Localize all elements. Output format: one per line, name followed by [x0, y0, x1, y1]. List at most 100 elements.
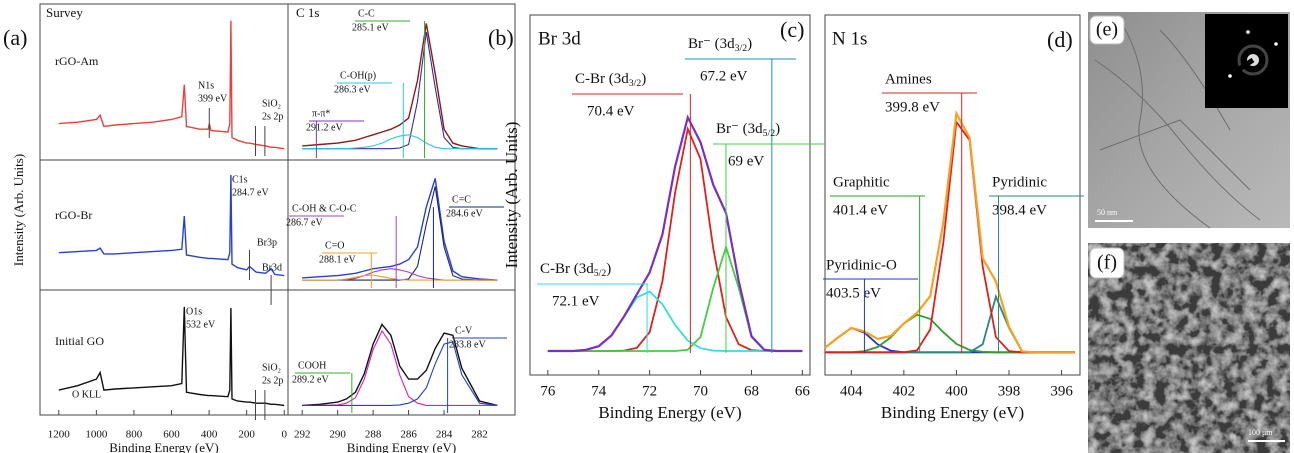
annotation-value: 401.4 eV — [833, 202, 888, 218]
x-tick-label: 404 — [840, 383, 863, 399]
annotation: COOH — [298, 360, 326, 371]
annotation-subscript: 5/2 — [763, 128, 776, 139]
annotation-subscript: 3/2 — [735, 43, 748, 54]
annotation-subscript: 5/2 — [594, 268, 607, 279]
diffraction-inset — [1205, 14, 1288, 108]
annotation-value: 286.3 eV — [334, 84, 371, 95]
annotation-value: 399.8 eV — [885, 99, 940, 115]
spectrum-line — [824, 109, 1075, 354]
panel-label-box — [1089, 247, 1125, 279]
annotation: Br3p — [257, 237, 277, 248]
x-tick-label: 400 — [945, 383, 968, 399]
panel-label: (e) — [1096, 19, 1118, 41]
image-wrinkles — [1094, 19, 1261, 229]
x-tick-label: 1000 — [85, 429, 108, 441]
annotation: C-V — [455, 325, 473, 336]
annotation: Br3d — [262, 262, 282, 273]
x-axis-label: Binding Energy (eV) — [109, 440, 219, 453]
x-tick-label: 66 — [795, 383, 811, 399]
annotation-value: 2s 2p — [262, 375, 283, 386]
plot-frame — [824, 14, 1081, 376]
spectrum-line — [825, 313, 1075, 354]
spectrum-line — [302, 268, 498, 281]
spectrum-line — [302, 323, 498, 407]
spectrum-line — [547, 114, 803, 353]
x-tick-label: 290 — [329, 429, 346, 441]
annotation-value: 399 eV — [198, 93, 228, 104]
annotation: O1s — [186, 306, 202, 317]
annotation-value: 532 eV — [186, 319, 216, 330]
annotation: Br⁻ (3d3/2) — [688, 36, 752, 54]
panel-label: (c) — [780, 17, 804, 42]
annotation-value: 289.2 eV — [292, 374, 329, 385]
diffraction-spot — [1228, 74, 1232, 78]
panel-label: (b) — [488, 25, 514, 50]
annotation: O KLL — [72, 389, 101, 400]
subplot-label: rGO-Br — [55, 208, 92, 222]
spectrum-line — [58, 20, 285, 150]
annotation: C-OH & C-O-C — [292, 203, 357, 214]
diffraction-spot — [1274, 42, 1278, 46]
x-tick-label: 402 — [893, 383, 916, 399]
annotation-text: Br⁻ (3d — [716, 121, 763, 137]
scale-bar-label: 50 nm — [1097, 208, 1118, 217]
annotation-text: Br⁻ (3d — [688, 36, 735, 52]
annotation-value: 2s 2p — [262, 111, 283, 122]
annotation: SiO₂ — [262, 98, 281, 109]
x-tick-label: 288 — [365, 429, 382, 441]
plot-frame — [529, 14, 811, 376]
annotation-value: 403.5 eV — [826, 285, 881, 301]
spectrum-line — [302, 329, 498, 406]
x-tick-label: 398 — [998, 383, 1021, 399]
x-tick-label: 76 — [540, 383, 556, 399]
subplot-label: rGO-Am — [55, 54, 99, 68]
x-tick-label: 292 — [294, 429, 311, 441]
y-axis-label: Intensity (Arb. Units) — [502, 122, 521, 269]
panel-title: Survey — [46, 5, 83, 20]
annotation-value: 286.7 eV — [286, 217, 323, 228]
annotation-value: 72.1 eV — [552, 293, 600, 309]
panel-title: Br 3d — [538, 28, 581, 49]
x-tick-label: 0 — [281, 429, 287, 441]
annotation-value: 284.7 eV — [232, 187, 269, 198]
annotation-subscript: 3/2 — [629, 78, 642, 89]
y-axis-label: Intensity (Arb. Units) — [11, 154, 26, 266]
spectrum-line — [825, 293, 1075, 354]
x-axis-label: Binding Energy (eV) — [347, 440, 457, 453]
x-tick-label: 800 — [126, 429, 143, 441]
annotation-value: 67.2 eV — [700, 68, 748, 84]
x-tick-label: 286 — [400, 429, 417, 441]
panel-title: N 1s — [832, 28, 867, 49]
annotation-text: ) — [641, 71, 646, 87]
annotation-text: ) — [606, 261, 611, 277]
x-axis-label: Binding Energy (eV) — [881, 403, 1024, 422]
x-tick-label: 72 — [642, 383, 657, 399]
annotation-value: 69 eV — [728, 153, 764, 169]
x-axis-label: Binding Energy (eV) — [598, 403, 741, 422]
x-tick-label: 1200 — [48, 429, 71, 441]
x-tick-label: 282 — [471, 429, 488, 441]
spectrum-line — [302, 274, 498, 281]
annotation-text: C-Br (3d — [575, 71, 629, 87]
diffraction-ring — [1237, 44, 1269, 76]
x-tick-label: 74 — [591, 383, 607, 399]
annotation-value: 288.1 eV — [319, 254, 356, 265]
x-tick-label: 68 — [744, 383, 759, 399]
panel-label: (a) — [3, 25, 27, 50]
panel-label: (f) — [1097, 252, 1117, 274]
annotation-value: 284.6 eV — [446, 208, 483, 219]
spectrum-line — [302, 178, 498, 281]
annotation: π-π* — [312, 108, 330, 119]
annotation-text: ) — [775, 121, 780, 137]
sem-image: (f) 100 μm — [1088, 243, 1290, 453]
annotation: C-Br (3d3/2) — [575, 71, 646, 89]
annotation-value: 283.8 eV — [449, 339, 486, 350]
annotation: SiO₂ — [262, 362, 281, 373]
spectrum-line — [302, 134, 498, 150]
x-tick-label: 70 — [693, 383, 708, 399]
panel-label: (d) — [1047, 27, 1073, 52]
annotation: N1s — [198, 80, 214, 91]
panel-title: C 1s — [296, 5, 319, 20]
